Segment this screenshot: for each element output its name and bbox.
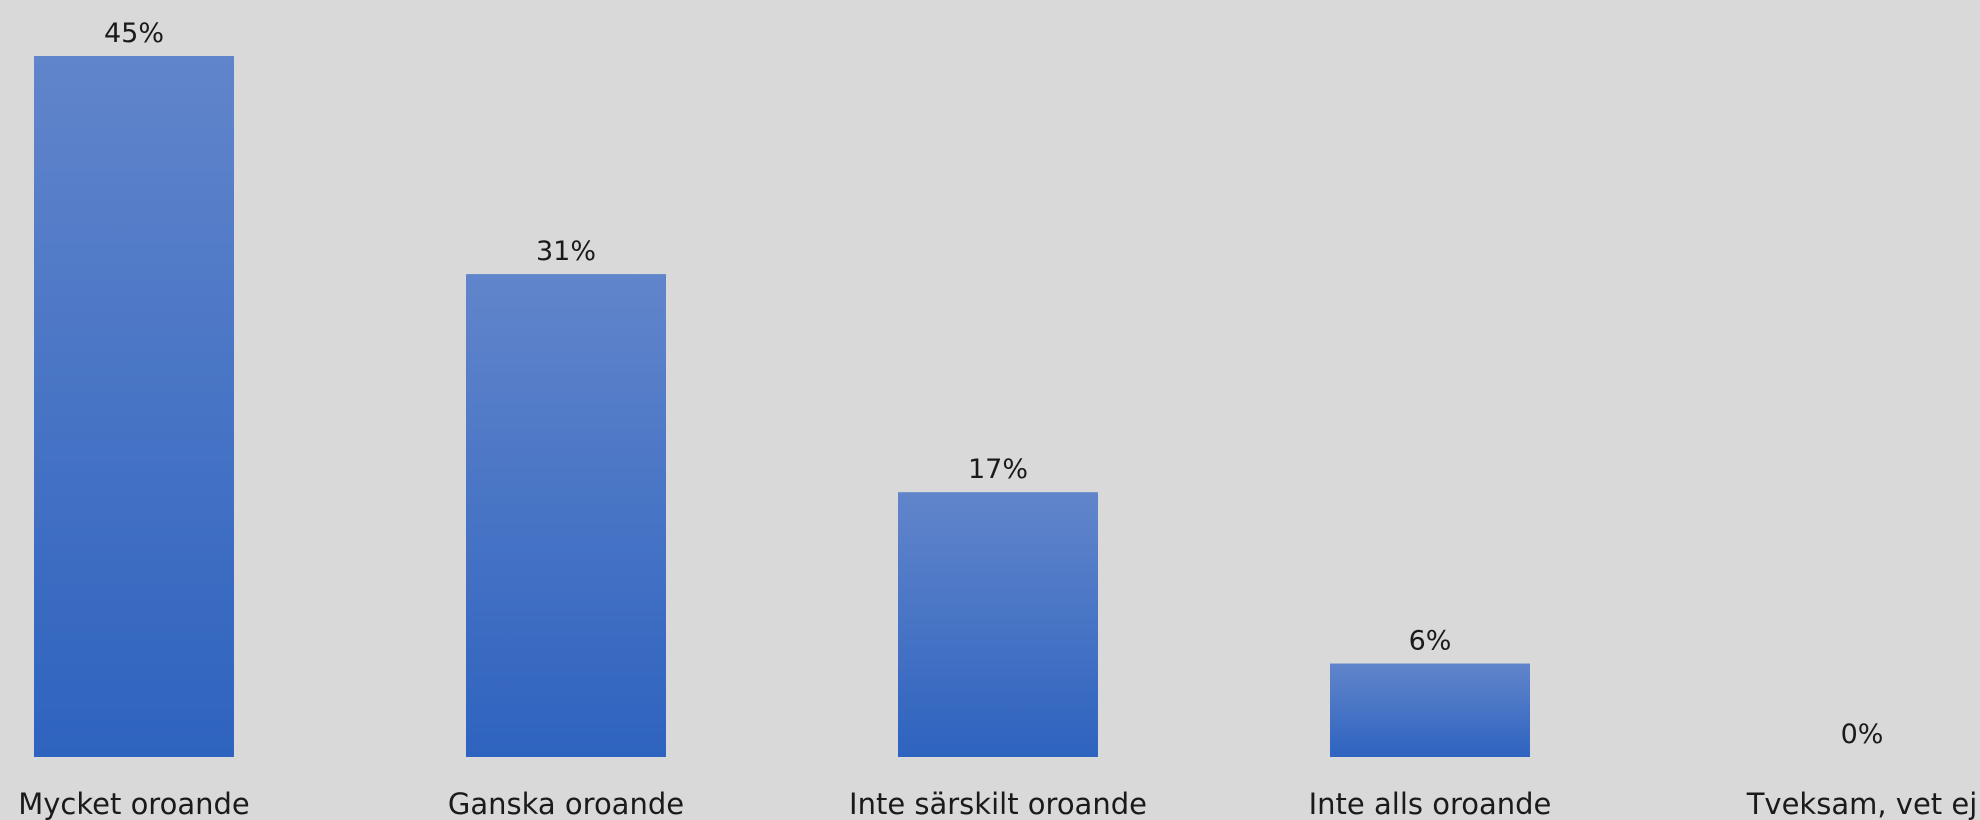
category-labels-layer: Mycket oroande Ganska oroande Inte särskil… <box>18 787 1977 820</box>
bar-2 <box>898 492 1098 757</box>
bars-layer <box>34 56 1530 757</box>
bar-1 <box>466 274 666 757</box>
category-label-1: Ganska oroande <box>448 787 684 820</box>
value-labels-layer: 45% 31% 17% 6% 0% <box>104 18 1883 750</box>
value-label-1: 31% <box>536 236 596 267</box>
category-label-0: Mycket oroande <box>18 787 250 820</box>
value-label-2: 17% <box>968 454 1028 485</box>
value-label-0: 45% <box>104 18 164 49</box>
bar-0 <box>34 56 234 757</box>
value-label-3: 6% <box>1409 626 1452 657</box>
bar-3 <box>1330 663 1530 757</box>
category-label-3: Inte alls oroande <box>1309 787 1552 820</box>
value-label-4: 0% <box>1841 719 1884 750</box>
category-label-4: Tveksam, vet ej <box>1746 787 1978 820</box>
category-label-2: Inte särskilt oroande <box>849 787 1147 820</box>
